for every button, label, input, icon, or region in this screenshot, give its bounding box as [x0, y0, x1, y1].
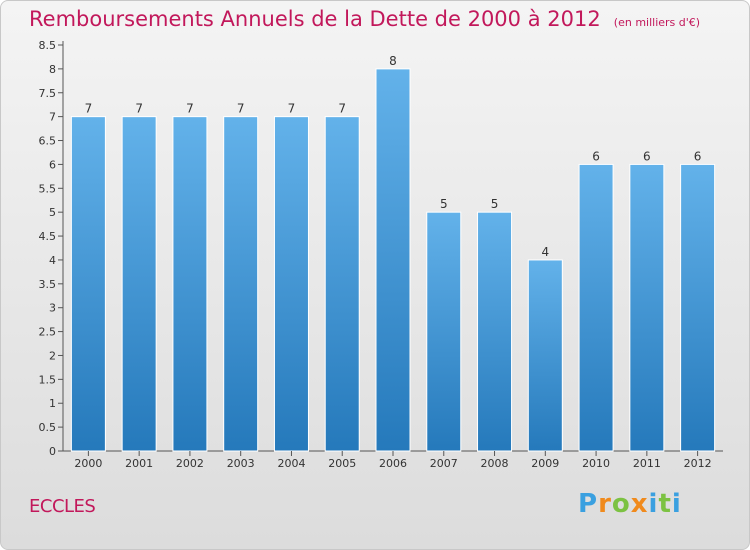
x-tick-label: 2011 — [633, 457, 661, 470]
y-tick-label: 0 — [49, 445, 56, 458]
bar-2005 — [324, 116, 360, 452]
bar-2008 — [477, 211, 513, 452]
y-tick-label: 5.5 — [39, 182, 57, 195]
y-tick-label: 5 — [49, 206, 56, 219]
bar-2010 — [578, 163, 614, 452]
bar-2000 — [70, 116, 106, 452]
bar-2003 — [223, 116, 259, 452]
data-label: 6 — [643, 149, 651, 163]
data-label: 4 — [541, 245, 549, 259]
y-tick-label: 6.5 — [39, 135, 57, 148]
y-tick-label: 1.5 — [39, 373, 57, 386]
y-tick-label: 3.5 — [39, 278, 57, 291]
commune-name: ECCLES — [29, 496, 96, 517]
y-tick-label: 2 — [49, 349, 56, 362]
y-tick-label: 4 — [49, 254, 56, 267]
y-tick-label: 7 — [49, 111, 56, 124]
proxiti-logo: Proxiti — [578, 489, 682, 519]
x-tick-label: 2003 — [227, 457, 255, 470]
x-tick-label: 2000 — [74, 457, 102, 470]
data-label: 7 — [338, 102, 346, 116]
x-tick-label: 2010 — [582, 457, 610, 470]
bar-2002 — [172, 116, 208, 452]
x-tick-label: 2005 — [328, 457, 356, 470]
bar-2006 — [375, 68, 411, 452]
y-tick-label: 3 — [49, 302, 56, 315]
data-label: 5 — [440, 197, 448, 211]
bar-2007 — [426, 211, 462, 452]
y-tick-label: 8 — [49, 63, 56, 76]
x-tick-label: 2001 — [125, 457, 153, 470]
data-label: 5 — [491, 197, 499, 211]
chart-title-row: Remboursements Annuels de la Dette de 20… — [29, 7, 700, 31]
bar-2011 — [629, 163, 665, 452]
x-tick-label: 2012 — [684, 457, 712, 470]
chart-title: Remboursements Annuels de la Dette de 20… — [29, 7, 601, 31]
data-label: 6 — [694, 149, 702, 163]
x-tick-label: 2004 — [277, 457, 305, 470]
x-tick-label: 2002 — [176, 457, 204, 470]
logo-letter: i — [648, 489, 659, 519]
data-label: 8 — [389, 54, 397, 68]
data-label: 7 — [135, 102, 143, 116]
x-tick-label: 2007 — [430, 457, 458, 470]
bar-2001 — [121, 116, 157, 452]
y-tick-label: 8.5 — [39, 39, 57, 52]
y-tick-label: 6 — [49, 158, 56, 171]
logo-letter: x — [630, 489, 649, 519]
y-tick-label: 7.5 — [39, 87, 57, 100]
chart-subtitle: (en milliers d'€) — [613, 16, 701, 29]
data-label: 7 — [237, 102, 245, 116]
data-label: 6 — [592, 149, 600, 163]
bar-2009 — [527, 259, 563, 452]
data-label: 7 — [186, 102, 194, 116]
bar-2012 — [680, 163, 716, 452]
y-tick-label: 2.5 — [39, 326, 57, 339]
bar-2004 — [273, 116, 309, 452]
logo-letter: r — [598, 489, 612, 519]
x-tick-label: 2009 — [531, 457, 559, 470]
x-tick-label: 2006 — [379, 457, 407, 470]
data-label: 7 — [288, 102, 296, 116]
logo-letter: i — [671, 489, 682, 519]
x-tick-label: 2008 — [481, 457, 509, 470]
y-tick-label: 0.5 — [39, 421, 57, 434]
y-tick-label: 1 — [49, 397, 56, 410]
logo-letter: o — [611, 489, 631, 519]
data-label: 7 — [85, 102, 93, 116]
y-tick-label: 4.5 — [39, 230, 57, 243]
logo-letter: P — [578, 489, 599, 519]
logo-letter: t — [658, 489, 672, 519]
